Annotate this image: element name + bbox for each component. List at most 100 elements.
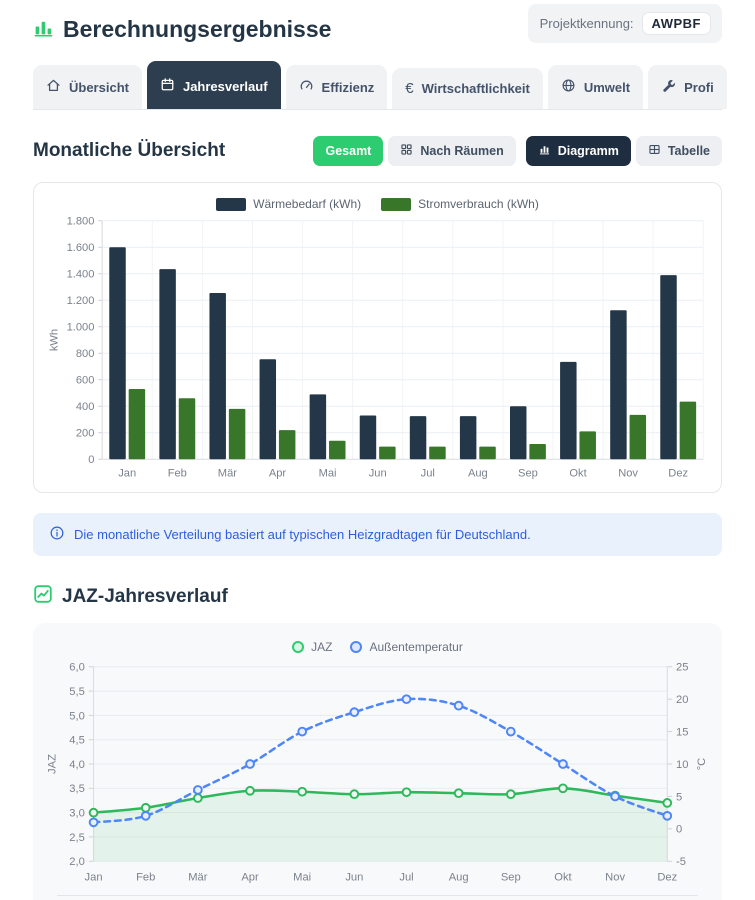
svg-text:Nov: Nov — [618, 468, 638, 480]
svg-text:1.600: 1.600 — [67, 242, 95, 254]
svg-text:25: 25 — [676, 662, 688, 674]
button-label: Diagramm — [557, 144, 619, 158]
tab-label: Effizienz — [321, 79, 375, 95]
jaz-chart-card: JAZ Außentemperatur 2,0 2,5 3,0 3,5 4,0 4,5 5,… — [33, 623, 722, 900]
svg-text:Aug: Aug — [468, 468, 488, 480]
tab-uebersicht[interactable]: Übersicht — [33, 65, 142, 109]
point-jaz-Jun — [349, 789, 360, 800]
svg-text:1.400: 1.400 — [67, 269, 95, 281]
tabelle-button[interactable]: Tabelle — [635, 136, 722, 166]
table-icon — [648, 143, 661, 159]
chart-bars-icon — [538, 143, 551, 159]
calendar-icon — [160, 77, 175, 95]
point-jaz-Jul — [401, 787, 412, 798]
legend-item-aussentemperatur: Außentemperatur — [350, 640, 463, 655]
point-aussentemperatur-Okt — [558, 759, 568, 770]
jaz-line-chart: 2,0 2,5 3,0 3,5 4,0 4,5 5,0 5,5 6,0 -5 0 5 10 15 20 25 J… — [47, 662, 709, 884]
svg-text:4,0: 4,0 — [69, 759, 85, 771]
legend-label: Wärmebedarf (kWh) — [253, 197, 362, 211]
svg-text:0: 0 — [88, 454, 94, 466]
svg-text:Apr: Apr — [269, 468, 287, 480]
point-jaz-Okt — [558, 783, 568, 794]
svg-text:Okt: Okt — [569, 468, 587, 480]
bar-waermebedarf-Jan — [109, 247, 126, 460]
point-aussentemperatur-Sep — [505, 727, 516, 737]
monthly-section-header: Monatliche Übersicht Gesamt Nach Räumen … — [33, 136, 722, 166]
svg-text:2,0: 2,0 — [69, 857, 85, 869]
tab-umwelt[interactable]: Umwelt — [547, 65, 644, 109]
point-jaz-Sep — [505, 789, 516, 800]
svg-text:15: 15 — [676, 727, 688, 739]
svg-text:1.800: 1.800 — [67, 216, 95, 228]
svg-text:10: 10 — [676, 759, 688, 771]
tab-label: Jahresverlauf — [182, 78, 268, 94]
svg-text:Jan: Jan — [118, 468, 136, 480]
svg-text:800: 800 — [76, 348, 95, 360]
grid-icon — [400, 143, 413, 159]
button-label: Tabelle — [667, 144, 710, 158]
bar-stromverbrauch-Nov — [629, 414, 647, 460]
home-icon — [46, 78, 61, 96]
point-aussentemperatur-Jun — [349, 707, 360, 718]
bar-waermebedarf-Feb — [159, 269, 176, 460]
bar-stromverbrauch-Okt — [579, 431, 596, 460]
svg-text:3,0: 3,0 — [69, 808, 85, 820]
legend-label: JAZ — [311, 640, 333, 655]
nach-raeumen-button[interactable]: Nach Räumen — [388, 136, 516, 166]
tab-jahresverlauf[interactable]: Jahresverlauf — [146, 61, 281, 109]
svg-text:200: 200 — [76, 428, 95, 440]
bar-stromverbrauch-Mai — [329, 440, 346, 460]
svg-text:Jun: Jun — [369, 468, 387, 480]
bar-chart-icon — [33, 17, 54, 43]
legend-item-jaz: JAZ — [292, 640, 332, 654]
info-icon — [49, 525, 65, 544]
tab-bar: Übersicht Jahresverlauf Effizienz € Wirt… — [33, 61, 727, 110]
bar-waermebedarf-Aug — [459, 416, 477, 460]
jaz-section-title: JAZ-Jahresverlauf — [62, 585, 228, 607]
point-jaz-Dez — [662, 798, 673, 809]
legend-swatch-green — [381, 197, 412, 211]
tab-profi[interactable]: Profi — [648, 65, 727, 109]
legend-label: Außentemperatur — [369, 640, 463, 655]
bar-chart-legend: Wärmebedarf (kWh) Stromverbrauch (kWh) — [44, 195, 711, 213]
info-banner: Die monatliche Verteilung basiert auf ty… — [33, 513, 722, 557]
legend-label: Stromverbrauch (kWh) — [418, 197, 539, 211]
bar-waermebedarf-Nov — [610, 310, 627, 460]
svg-text:5,0: 5,0 — [69, 711, 85, 723]
bar-stromverbrauch-Apr — [278, 430, 296, 460]
svg-text:3,5: 3,5 — [69, 784, 85, 796]
bar-stromverbrauch-Sep — [529, 444, 546, 460]
svg-text:Mär: Mär — [218, 468, 237, 480]
tab-effizienz[interactable]: Effizienz — [285, 65, 388, 109]
svg-text:-5: -5 — [676, 857, 686, 869]
point-aussentemperatur-Aug — [453, 701, 464, 711]
tab-wirtschaftlichkeit[interactable]: € Wirtschaftlichkeit — [392, 68, 543, 109]
monthly-section-title: Monatliche Übersicht — [33, 140, 226, 161]
svg-text:Jun: Jun — [345, 872, 363, 884]
point-aussentemperatur-Jul — [401, 694, 412, 705]
bar-waermebedarf-Jun — [359, 415, 377, 460]
point-aussentemperatur-Nov — [610, 792, 620, 802]
svg-text:6,0: 6,0 — [69, 662, 85, 674]
jaz-section-header: JAZ-Jahresverlauf — [33, 584, 722, 609]
svg-text:JAZ: JAZ — [47, 754, 59, 774]
diagramm-button[interactable]: Diagramm — [525, 136, 631, 166]
point-aussentemperatur-Jan — [88, 817, 99, 828]
bar-waermebedarf-Apr — [259, 359, 277, 460]
view-toggle-group: Diagramm Tabelle — [525, 136, 722, 166]
bar-stromverbrauch-Jan — [128, 389, 146, 460]
bar-stromverbrauch-Jul — [429, 446, 446, 460]
wrench-icon — [661, 78, 676, 96]
gesamt-button[interactable]: Gesamt — [313, 136, 384, 166]
point-jaz-Feb — [140, 803, 151, 814]
svg-text:Sep: Sep — [501, 872, 521, 884]
legend-item-waermebedarf: Wärmebedarf (kWh) — [216, 197, 361, 211]
bar-stromverbrauch-Dez — [679, 401, 697, 460]
tab-label: Wirtschaftlichkeit — [421, 81, 530, 96]
svg-text:Okt: Okt — [554, 872, 572, 884]
svg-text:Jan: Jan — [85, 872, 103, 884]
point-jaz-Apr — [245, 786, 255, 797]
scope-toggle-group: Gesamt Nach Räumen — [313, 136, 516, 166]
svg-text:kWh: kWh — [49, 329, 61, 351]
bar-stromverbrauch-Mär — [228, 408, 246, 460]
